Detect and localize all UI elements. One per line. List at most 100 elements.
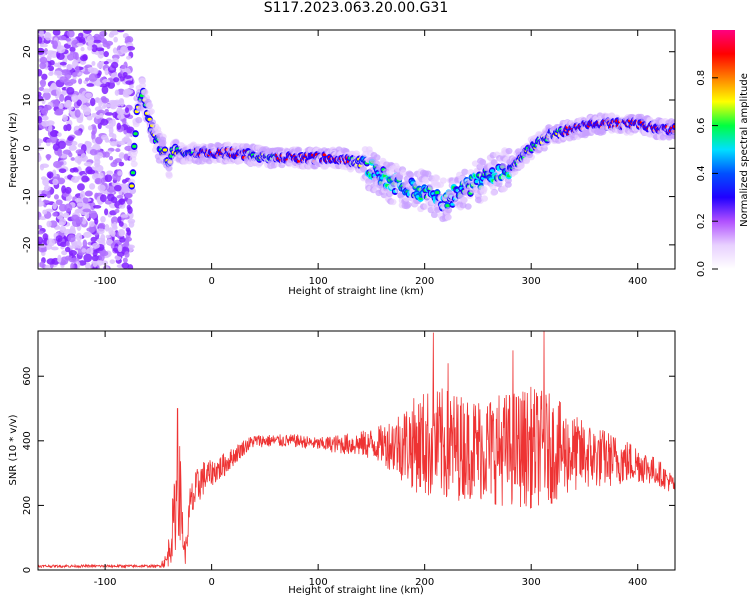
- ridge-halo: [504, 181, 512, 188]
- colorbar-gradient: [712, 30, 735, 269]
- ridge-core-inner: [130, 171, 136, 175]
- noise-blob: [65, 99, 72, 107]
- noise-blob: [85, 92, 93, 98]
- noise-blob: [112, 111, 118, 119]
- noise-blob: [43, 185, 51, 192]
- x-tick-label: 200: [415, 276, 434, 287]
- ridge-core-inner: [132, 144, 137, 149]
- noise-blob: [42, 209, 48, 215]
- noise-blob: [74, 198, 83, 203]
- ridge-halo: [130, 160, 138, 168]
- noise-blob: [39, 261, 45, 268]
- noise-blob: [97, 200, 103, 205]
- x-tick-label: -100: [94, 276, 117, 287]
- ridge-halo: [427, 183, 435, 191]
- noise-blob: [113, 77, 120, 83]
- ridge-core-inner: [445, 203, 450, 208]
- noise-blob: [97, 122, 102, 130]
- noise-blob: [46, 138, 53, 143]
- noise-blob: [49, 59, 55, 66]
- noise-blob: [93, 39, 102, 44]
- noise-blob: [89, 183, 96, 190]
- noise-blob: [111, 61, 119, 69]
- noise-blob: [71, 242, 78, 249]
- y-tick-label: 10: [22, 94, 33, 107]
- ridge-core-inner: [435, 191, 440, 195]
- noise-blob: [75, 65, 80, 74]
- noise-blob: [84, 191, 93, 197]
- noise-blob: [70, 157, 76, 161]
- noise-blob: [101, 85, 109, 95]
- noise-blob: [101, 260, 109, 266]
- ridge-halo: [385, 190, 393, 198]
- x-tick-label: 0: [208, 276, 214, 287]
- noise-blob: [111, 133, 117, 140]
- noise-blob: [106, 43, 111, 50]
- noise-blob: [85, 141, 92, 148]
- noise-blob: [104, 200, 112, 205]
- colorbar-ticks: 0.0 0.2 0.4 0.6 0.8: [696, 70, 718, 277]
- noise-blob: [73, 168, 79, 173]
- noise-blob: [38, 68, 43, 77]
- noise-blob: [64, 71, 72, 80]
- noise-blob: [118, 204, 126, 209]
- noise-blob: [80, 55, 88, 62]
- noise-blob: [87, 45, 93, 51]
- noise-blob: [126, 204, 132, 211]
- noise-blob: [54, 110, 64, 116]
- figure-title: S117.2023.063.20.00.G31: [263, 0, 449, 16]
- x-tick-label: 0: [208, 577, 214, 588]
- ridge-halo: [255, 161, 263, 168]
- noise-blob: [83, 253, 93, 263]
- noise-blob: [71, 59, 79, 68]
- noise-blob: [52, 212, 58, 217]
- noise-blob: [71, 72, 78, 77]
- x-tick-label: 400: [628, 276, 647, 287]
- noise-blob: [108, 32, 115, 38]
- colorbar-tick-label: 0.2: [696, 213, 707, 229]
- noise-blob: [38, 36, 43, 44]
- x-tick-label: 300: [522, 577, 541, 588]
- noise-blob: [120, 64, 126, 69]
- ridge-halo: [445, 206, 453, 214]
- noise-blob: [90, 97, 96, 107]
- ridge-halo: [505, 147, 513, 155]
- noise-blob: [104, 112, 114, 116]
- ridge-halo: [474, 196, 482, 204]
- noise-blob: [111, 118, 116, 127]
- y-tick-label: 200: [22, 496, 33, 515]
- noise-blob: [71, 175, 80, 183]
- noise-blob: [46, 50, 55, 55]
- spectrogram-x-axis-label: Height of straight line (km): [288, 286, 424, 297]
- noise-blob: [38, 196, 42, 203]
- noise-blob: [97, 222, 106, 229]
- noise-blob: [124, 239, 130, 248]
- noise-blob: [87, 169, 96, 175]
- noise-blob: [42, 88, 51, 94]
- noise-blob: [71, 141, 78, 146]
- noise-blob: [95, 114, 101, 119]
- noise-blob: [38, 138, 43, 144]
- noise-blob: [118, 198, 126, 205]
- noise-blob: [38, 111, 41, 117]
- ridge-halo: [439, 177, 447, 184]
- noise-blob: [92, 204, 102, 209]
- snr-x-ticks: -100 0 100 200 300 400: [94, 331, 647, 588]
- colorbar-tick-label: 0.0: [696, 261, 707, 277]
- noise-blob: [98, 99, 103, 108]
- noise-blob: [103, 103, 112, 108]
- noise-blob: [58, 168, 67, 174]
- noise-blob: [83, 30, 92, 34]
- noise-blob: [86, 115, 93, 121]
- noise-blob: [38, 142, 42, 147]
- y-tick-label: 0: [22, 145, 33, 151]
- ridge-halo: [224, 141, 232, 148]
- noise-blob: [48, 124, 53, 132]
- noise-blob: [53, 70, 63, 76]
- snr-x-axis-label: Height of straight line (km): [288, 585, 424, 596]
- noise-blob: [75, 149, 85, 155]
- noise-blob: [104, 108, 109, 114]
- noise-blob: [97, 152, 104, 159]
